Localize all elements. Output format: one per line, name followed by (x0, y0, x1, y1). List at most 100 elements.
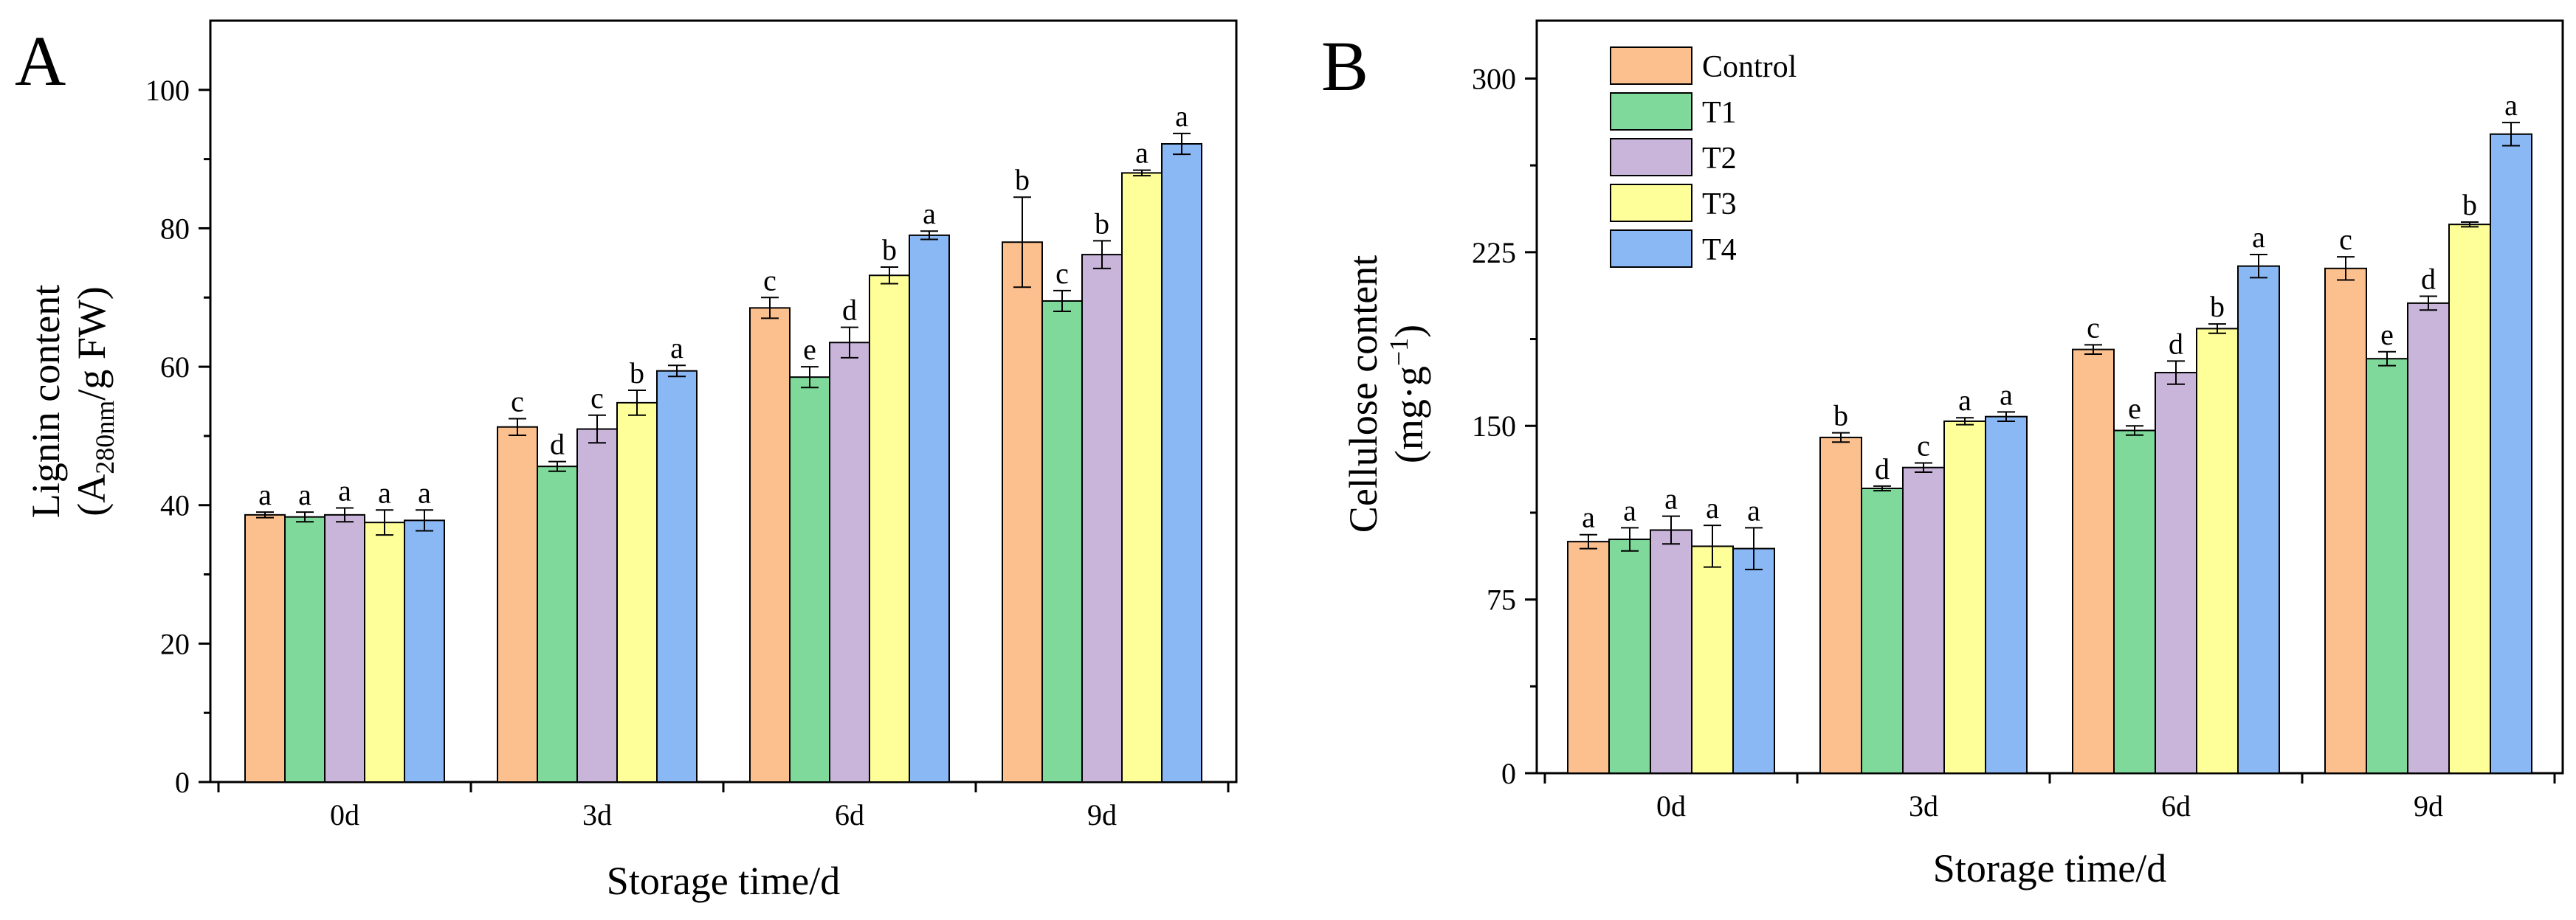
panel-b-x-tick-label: 3d (1909, 789, 1938, 823)
panel-b-significance-letter: c (2087, 311, 2100, 344)
panel-a-significance-letter: b (1015, 163, 1030, 196)
panel-a-significance-letter: b (1095, 207, 1109, 240)
panel-b-y-tick-label: 75 (1487, 584, 1516, 617)
panel-b-bar-t2-6d (2155, 372, 2197, 774)
panel-a-significance-letter: a (1135, 136, 1148, 170)
panel-a-significance-letter: a (338, 474, 351, 507)
panel-b-y-tick-label: 150 (1472, 409, 1516, 443)
panel-a-bar-t4-0d (404, 519, 445, 783)
panel-b-significance-letter: a (1623, 494, 1636, 527)
panel-b-y-title-superscript: −1 (1384, 338, 1413, 366)
panel-a-bar-control-9d (1002, 241, 1043, 783)
panel-a-bar-t4-9d (1161, 142, 1202, 784)
panel-b-x-axis-title: Storage time/d (1933, 846, 2166, 890)
panel-b-significance-letter: b (2462, 188, 2477, 221)
panel-b-significance-letter: e (2128, 392, 2141, 425)
panel-a-bar-t1-0d (284, 516, 326, 784)
panel-b-legend-swatch-t4 (1610, 229, 1692, 268)
panel-a-significance-letter: e (803, 333, 816, 366)
panel-a-significance-letter: a (670, 331, 683, 364)
panel-a-significance-letter: b (882, 233, 897, 266)
panel-a-bar-t2-0d (324, 513, 365, 783)
panel-b-y-axis: 0 75 150 225 300 (1472, 62, 1537, 790)
panel-a-bar-t1-3d (537, 466, 578, 783)
panel-a-bar-t3-0d (364, 522, 405, 783)
panel-b-legend-swatch-t2 (1610, 138, 1692, 176)
panel-a-y-title-line1: Lignin content (24, 285, 68, 518)
panel-a-bar-t2-6d (829, 342, 870, 784)
panel-b-significance-letter: a (1582, 501, 1595, 534)
panel-b-y-tick-label: 0 (1501, 757, 1516, 790)
panel-a-bar-t3-6d (869, 274, 910, 783)
panel-b-bar-control-6d (2072, 348, 2115, 774)
panel-b-significance-letter: a (1664, 483, 1678, 516)
panel-b-bar-t3-0d (1691, 545, 1734, 775)
panel-b-y-tick-label: 300 (1472, 62, 1516, 95)
panel-a-significance-letter: a (1175, 100, 1188, 133)
panel-a-significance-letter: a (378, 476, 391, 509)
panel-b-significance-letter: d (1875, 452, 1890, 485)
panel-a-x-tick-label: 3d (582, 798, 612, 831)
panel-b-bar-t2-9d (2407, 302, 2450, 774)
panel-b-legend-label-t2: T2 (1702, 142, 1737, 176)
panel-b-bar-t1-6d (2113, 429, 2156, 774)
panel-b-significance-letter: c (1917, 429, 1930, 462)
panel-b-bar-t4-0d (1732, 547, 1775, 774)
panel-b-letter: B (1321, 27, 1368, 106)
panel-a-y-axis: 0 20 40 60 80 100 (145, 74, 210, 799)
panel-b-legend: Control T1 T2 T3 T4 (1610, 46, 1797, 268)
panel-b-significance-letter: a (2252, 221, 2265, 254)
panel-b-significance-letter: a (2000, 378, 2013, 411)
panel-b-bar-control-0d (1567, 541, 1610, 775)
panel-a-x-tick-label: 6d (835, 798, 864, 831)
panel-b-bar-t3-6d (2196, 328, 2239, 774)
panel-a-bar-t2-9d (1081, 254, 1123, 783)
panel-b-significance-letter: d (2421, 262, 2436, 295)
panel-a-x-tick-label: 0d (330, 798, 359, 831)
panel-a-bar-control-3d (497, 426, 538, 783)
panel-a-x-axis: 0d 3d 6d 9d (217, 782, 1230, 831)
panel-b-bar-t1-0d (1608, 539, 1651, 774)
panel-b-x-tick-label: 9d (2414, 789, 2443, 823)
panel-b-significance-letter: e (2380, 318, 2394, 351)
panel-a-y-title-prefix: (A (69, 474, 114, 516)
panel-b-legend-label-t3: T3 (1702, 187, 1737, 221)
panel-a-x-axis-title: Storage time/d (607, 859, 840, 903)
panel-a-significance-letter: a (298, 478, 311, 511)
panel-a-significance-letter: d (842, 294, 857, 327)
panel-b-y-title-suffix: ) (1387, 325, 1431, 338)
panel-a-bar-t4-3d (656, 370, 698, 784)
panel-a-bar-t3-3d (616, 401, 658, 783)
panel-a-significance-letter: a (923, 197, 936, 230)
panel-b-bar-t4-9d (2490, 133, 2532, 775)
panel-b-y-title-line1: Cellulose content (1341, 255, 1385, 533)
panel-b-significance-letter: a (1706, 491, 1719, 525)
panel-b-y-title-prefix: (mg·g (1387, 366, 1431, 463)
panel-a-bar-t1-9d (1041, 300, 1083, 783)
panel-a-y-tick-label: 40 (160, 489, 190, 522)
panel-a-y-title-subscript: 280nm (90, 401, 120, 474)
panel-a-significance-letter: b (630, 356, 644, 390)
panel-a-y-title-line2: (A280nm/g FW) (69, 286, 120, 516)
panel-b-significance-letter: d (2169, 327, 2183, 360)
panel-b-y-tick-label: 225 (1472, 236, 1516, 269)
panel-b-significance-letter: b (1833, 399, 1848, 432)
panel-b-bar-t2-0d (1650, 529, 1692, 774)
panel-a-y-tick-label: 60 (160, 350, 190, 384)
panel-a-letter: A (15, 21, 66, 100)
panel-b-significance-letter: c (2339, 223, 2352, 256)
panel-a-bar-t2-3d (576, 428, 618, 783)
panel-b-bar-t1-3d (1861, 487, 1904, 774)
panel-a-y-title-suffix: /g FW) (69, 286, 114, 401)
panel-a-y-tick-label: 100 (145, 74, 190, 107)
panel-a-bar-t3-9d (1121, 172, 1163, 783)
panel-b-legend-swatch-control (1610, 46, 1692, 85)
panel-a-significance-letter: d (550, 428, 565, 461)
panel-a-bar-t4-6d (909, 234, 950, 783)
panel-b-bar-t4-6d (2237, 265, 2280, 774)
panel-b-bar-t2-3d (1902, 466, 1945, 774)
